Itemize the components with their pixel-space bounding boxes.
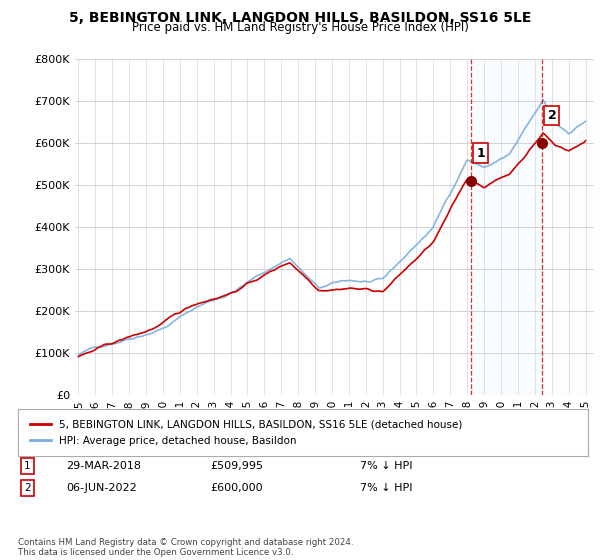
Text: Price paid vs. HM Land Registry's House Price Index (HPI): Price paid vs. HM Land Registry's House … (131, 21, 469, 34)
Bar (472, 59, 542, 395)
Text: £509,995: £509,995 (210, 461, 263, 471)
Text: 1: 1 (476, 147, 485, 160)
Text: 5, BEBINGTON LINK, LANGDON HILLS, BASILDON, SS16 5LE: 5, BEBINGTON LINK, LANGDON HILLS, BASILD… (69, 11, 531, 25)
Text: 2: 2 (548, 109, 556, 122)
Text: 2: 2 (24, 483, 31, 493)
Text: 7% ↓ HPI: 7% ↓ HPI (360, 483, 413, 493)
Text: 29-MAR-2018: 29-MAR-2018 (66, 461, 141, 471)
Legend: 5, BEBINGTON LINK, LANGDON HILLS, BASILDON, SS16 5LE (detached house), HPI: Aver: 5, BEBINGTON LINK, LANGDON HILLS, BASILD… (26, 416, 467, 450)
Bar (542, 59, 594, 395)
Text: Contains HM Land Registry data © Crown copyright and database right 2024.
This d: Contains HM Land Registry data © Crown c… (18, 538, 353, 557)
Text: 7% ↓ HPI: 7% ↓ HPI (360, 461, 413, 471)
Text: £600,000: £600,000 (210, 483, 263, 493)
Text: 1: 1 (24, 461, 31, 471)
Text: 06-JUN-2022: 06-JUN-2022 (66, 483, 137, 493)
